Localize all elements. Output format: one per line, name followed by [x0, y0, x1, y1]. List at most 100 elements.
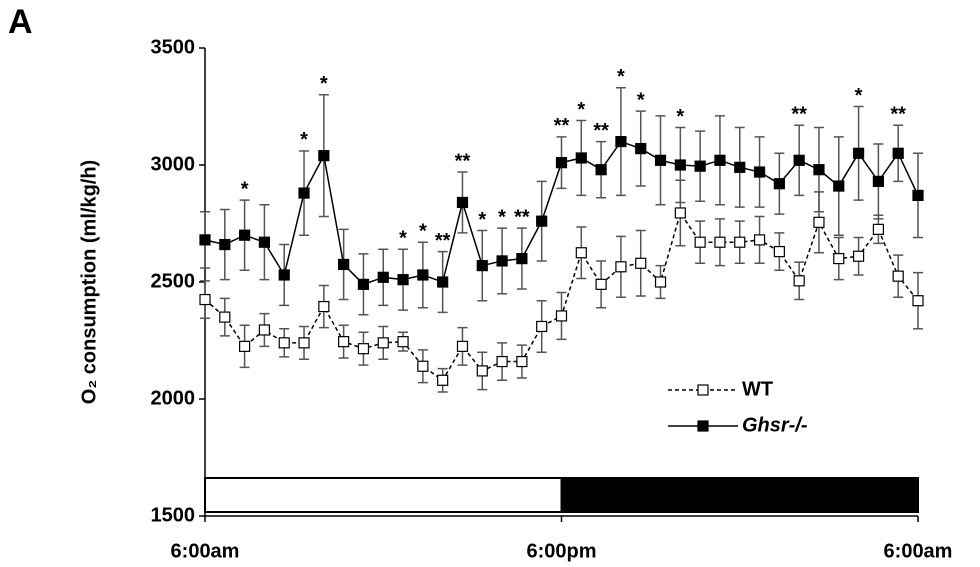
marker — [258, 236, 271, 248]
marker — [635, 257, 647, 269]
marker — [635, 143, 647, 155]
marker — [575, 247, 587, 259]
marker — [199, 234, 211, 246]
significance-mark: * — [241, 178, 249, 200]
marker — [278, 337, 290, 349]
y-tick-label: 3500 — [151, 36, 196, 58]
marker — [536, 320, 548, 333]
marker — [377, 271, 389, 283]
marker — [239, 340, 251, 352]
marker — [239, 229, 251, 241]
marker — [377, 337, 389, 349]
x-tick-label: 6:00pm — [526, 540, 596, 562]
marker — [555, 157, 568, 169]
marker — [793, 154, 805, 166]
y-axis-label: O₂ consumption (ml/kg/h) — [78, 160, 100, 404]
marker — [833, 180, 845, 192]
marker — [714, 154, 726, 166]
significance-mark: * — [478, 209, 486, 231]
significance-mark: * — [676, 106, 684, 128]
y-tick-label: 2500 — [151, 270, 196, 292]
marker — [397, 274, 409, 286]
x-tick-label: 6:00am — [171, 540, 240, 562]
marker — [476, 365, 488, 377]
marker — [753, 166, 766, 178]
significance-mark: ** — [890, 104, 906, 126]
marker — [753, 234, 766, 246]
legend-label: Ghsr-/- — [742, 414, 808, 436]
marker — [397, 336, 409, 348]
marker — [654, 276, 667, 288]
marker — [575, 152, 587, 164]
marker — [456, 196, 469, 209]
significance-mark: ** — [514, 206, 530, 228]
marker — [773, 245, 785, 258]
marker — [852, 250, 865, 262]
marker — [813, 216, 825, 228]
marker — [793, 275, 805, 287]
marker — [437, 276, 449, 288]
marker — [813, 164, 825, 176]
marker — [357, 278, 370, 290]
marker — [852, 147, 865, 159]
marker — [318, 300, 330, 313]
marker — [872, 175, 884, 187]
significance-mark: ** — [791, 104, 807, 126]
marker — [892, 147, 904, 159]
panel-label: A — [8, 3, 33, 41]
marker — [833, 253, 845, 265]
marker — [892, 270, 904, 282]
marker — [298, 337, 310, 349]
marker — [516, 355, 528, 368]
significance-mark: * — [419, 221, 427, 243]
marker — [536, 215, 548, 227]
marker — [694, 160, 706, 172]
marker — [417, 360, 429, 372]
marker — [595, 164, 607, 176]
marker — [496, 355, 508, 368]
marker — [714, 236, 726, 248]
marker — [219, 311, 231, 323]
marker — [674, 207, 686, 219]
y-tick-label: 2000 — [151, 387, 196, 409]
legend-marker — [697, 420, 709, 432]
marker — [912, 189, 924, 202]
significance-mark: * — [320, 73, 328, 95]
significance-mark: * — [498, 206, 506, 228]
marker — [318, 150, 330, 162]
significance-mark: * — [617, 66, 625, 88]
x-tick-label: 6:00am — [884, 540, 953, 562]
significance-mark: * — [399, 228, 407, 250]
marker — [595, 278, 607, 290]
marker — [417, 269, 429, 281]
marker — [734, 161, 746, 173]
significance-mark: * — [855, 85, 863, 107]
marker — [516, 253, 528, 265]
marker — [437, 374, 449, 386]
marker — [278, 269, 290, 281]
marker — [496, 255, 508, 267]
significance-mark: ** — [435, 230, 451, 252]
significance-mark: ** — [455, 150, 471, 172]
marker — [773, 178, 785, 190]
legend-marker — [697, 384, 709, 396]
marker — [674, 159, 686, 171]
light-dark-bar — [204, 477, 563, 513]
marker — [219, 238, 231, 251]
y-tick-label: 3000 — [151, 153, 196, 175]
marker — [912, 295, 924, 307]
significance-mark: * — [577, 99, 585, 121]
marker — [298, 187, 310, 199]
marker — [615, 261, 627, 273]
marker — [357, 343, 370, 355]
marker — [338, 336, 350, 348]
marker — [555, 310, 568, 322]
y-tick-label: 1500 — [151, 504, 196, 526]
marker — [615, 136, 627, 148]
marker — [456, 340, 469, 352]
significance-mark: * — [300, 129, 308, 151]
marker — [338, 258, 350, 271]
marker — [258, 324, 271, 336]
